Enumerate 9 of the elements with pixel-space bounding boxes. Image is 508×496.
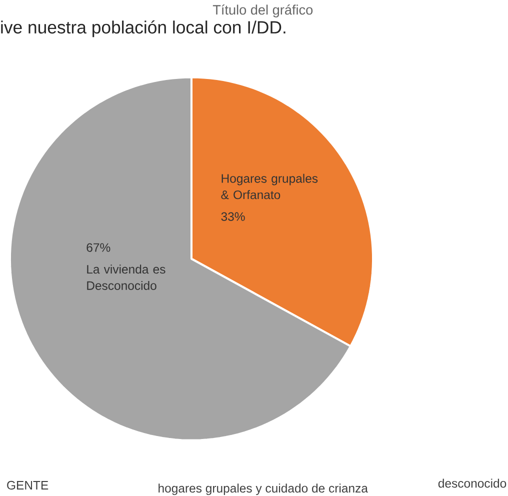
- chart-title: Título del gráfico: [212, 4, 313, 18]
- text: hogares grupales y cuidado de crianza: [158, 483, 368, 495]
- chart-subtitle: ive nuestra población local con I/DD.: [1, 20, 286, 37]
- data-label: 33%: [221, 212, 245, 221]
- data-label: 67%: [86, 243, 110, 252]
- slice-label: La vivienda es Desconocido: [87, 264, 166, 290]
- slice-label: Hogares grupales & Orfanato: [221, 174, 318, 199]
- text: GENTE: [7, 480, 48, 490]
- text: desconocido: [438, 478, 506, 488]
